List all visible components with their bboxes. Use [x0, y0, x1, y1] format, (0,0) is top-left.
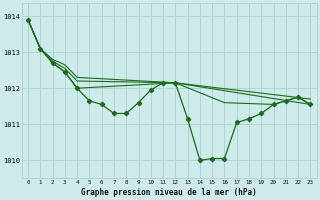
X-axis label: Graphe pression niveau de la mer (hPa): Graphe pression niveau de la mer (hPa): [81, 188, 257, 197]
